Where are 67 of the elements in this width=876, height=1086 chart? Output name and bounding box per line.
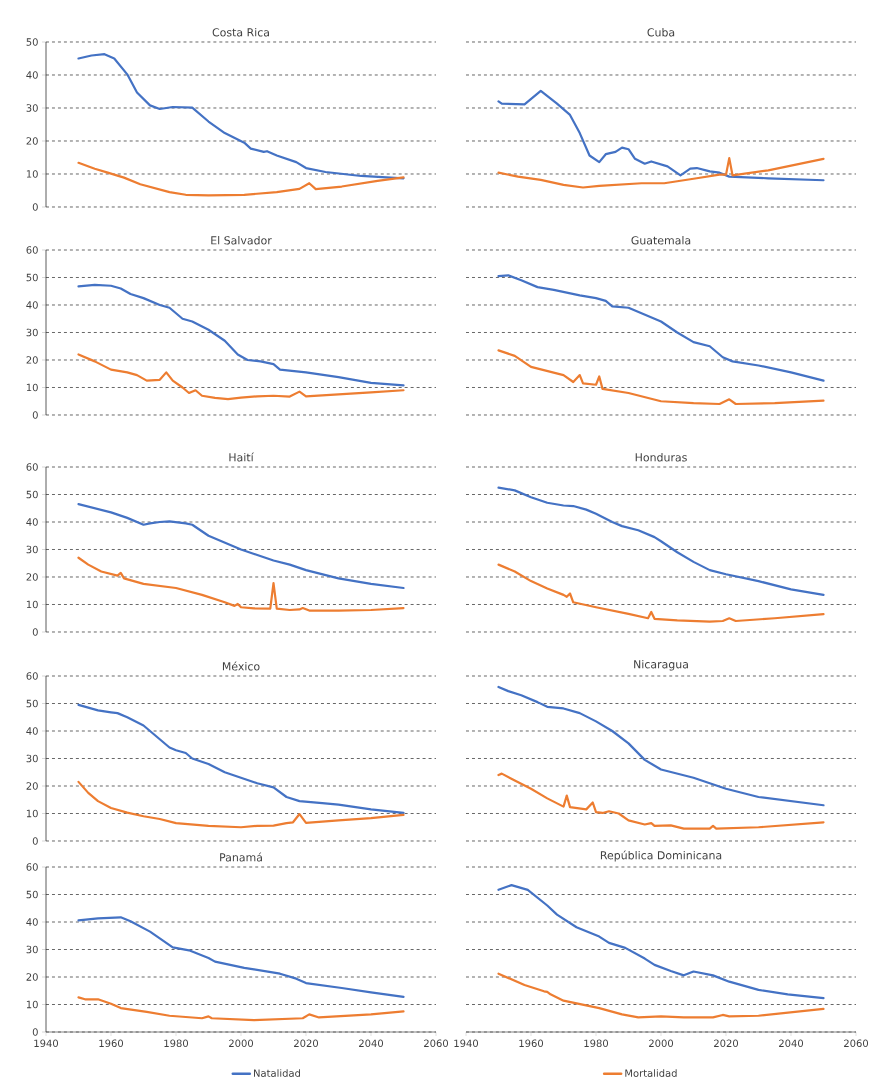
chart-title: Guatemala: [631, 236, 691, 245]
y-tick-label: 30: [26, 545, 38, 554]
y-tick-label: 0: [32, 411, 38, 419]
chart-title: República Dominicana: [600, 850, 722, 862]
y-tick-label: 0: [32, 628, 38, 636]
y-tick-label: 30: [26, 104, 38, 112]
line-series: [77, 996, 405, 1022]
y-tick-label: 20: [26, 137, 38, 145]
line-series: [77, 283, 405, 387]
y-tick-label: 50: [26, 273, 38, 282]
x-tick-label: 2060: [424, 1039, 449, 1048]
x-tick-label: 1960: [519, 1039, 544, 1048]
y-tick-label: 60: [26, 463, 38, 471]
y-tick-label: 60: [26, 246, 38, 254]
y-tick-label: 20: [26, 782, 38, 790]
y-tick-label: 10: [26, 809, 38, 818]
line-series: [77, 161, 405, 197]
y-tick-label: 10: [26, 170, 38, 178]
x-tick-label: 1980: [584, 1039, 609, 1048]
line-series: [77, 556, 405, 612]
y-tick-label: 10: [26, 383, 38, 392]
y-tick-label: 50: [26, 38, 38, 46]
chart-title: Cuba: [647, 28, 675, 37]
x-tick-label: 2020: [294, 1039, 319, 1048]
y-tick-label: 40: [26, 918, 38, 926]
y-tick-label: 40: [26, 301, 38, 309]
y-tick-label: 0: [32, 1028, 38, 1036]
y-tick-label: 0: [32, 837, 38, 845]
y-tick-label: 20: [26, 356, 38, 364]
x-tick-label: 2020: [714, 1039, 739, 1048]
y-tick-label: 30: [26, 754, 38, 763]
line-series: [77, 53, 405, 180]
chart-title: El Salvador: [211, 236, 272, 245]
y-tick-label: 60: [26, 672, 38, 680]
y-tick-label: 0: [32, 203, 38, 211]
x-tick-label: 2000: [229, 1039, 254, 1048]
chart-title: Costa Rica: [212, 28, 269, 37]
chart-title: México: [222, 661, 260, 671]
x-tick-label: 1940: [34, 1039, 59, 1048]
chart-title: Nicaragua: [634, 659, 688, 671]
y-tick-label: 50: [26, 699, 38, 708]
y-tick-label: 40: [26, 71, 38, 79]
y-tick-label: 10: [26, 600, 38, 609]
x-tick-label: 1980: [164, 1039, 189, 1048]
x-tick-label: 2040: [359, 1039, 384, 1048]
chart-title: Honduras: [635, 453, 687, 462]
x-tick-label: 1960: [99, 1039, 124, 1048]
x-tick-label: 2000: [649, 1039, 674, 1048]
y-tick-label: 60: [26, 863, 38, 871]
y-tick-label: 30: [26, 328, 38, 337]
line-series: [77, 780, 405, 829]
y-tick-label: 30: [26, 945, 38, 954]
chart-title: Haití: [229, 452, 254, 462]
y-tick-label: 40: [26, 727, 38, 735]
y-tick-label: 20: [26, 573, 38, 581]
chart-title: Panamá: [220, 852, 262, 862]
legend-label: Natalidad: [254, 1069, 300, 1077]
x-tick-label: 2060: [844, 1039, 869, 1048]
x-tick-label: 1940: [454, 1039, 479, 1048]
line-series: [77, 916, 405, 998]
y-tick-label: 10: [26, 1000, 38, 1009]
y-tick-label: 20: [26, 973, 38, 981]
y-tick-label: 50: [26, 490, 38, 499]
x-tick-label: 2040: [779, 1039, 804, 1048]
y-tick-label: 50: [26, 890, 38, 899]
y-tick-label: 40: [26, 518, 38, 526]
legend-label: Mortalidad: [625, 1069, 677, 1077]
